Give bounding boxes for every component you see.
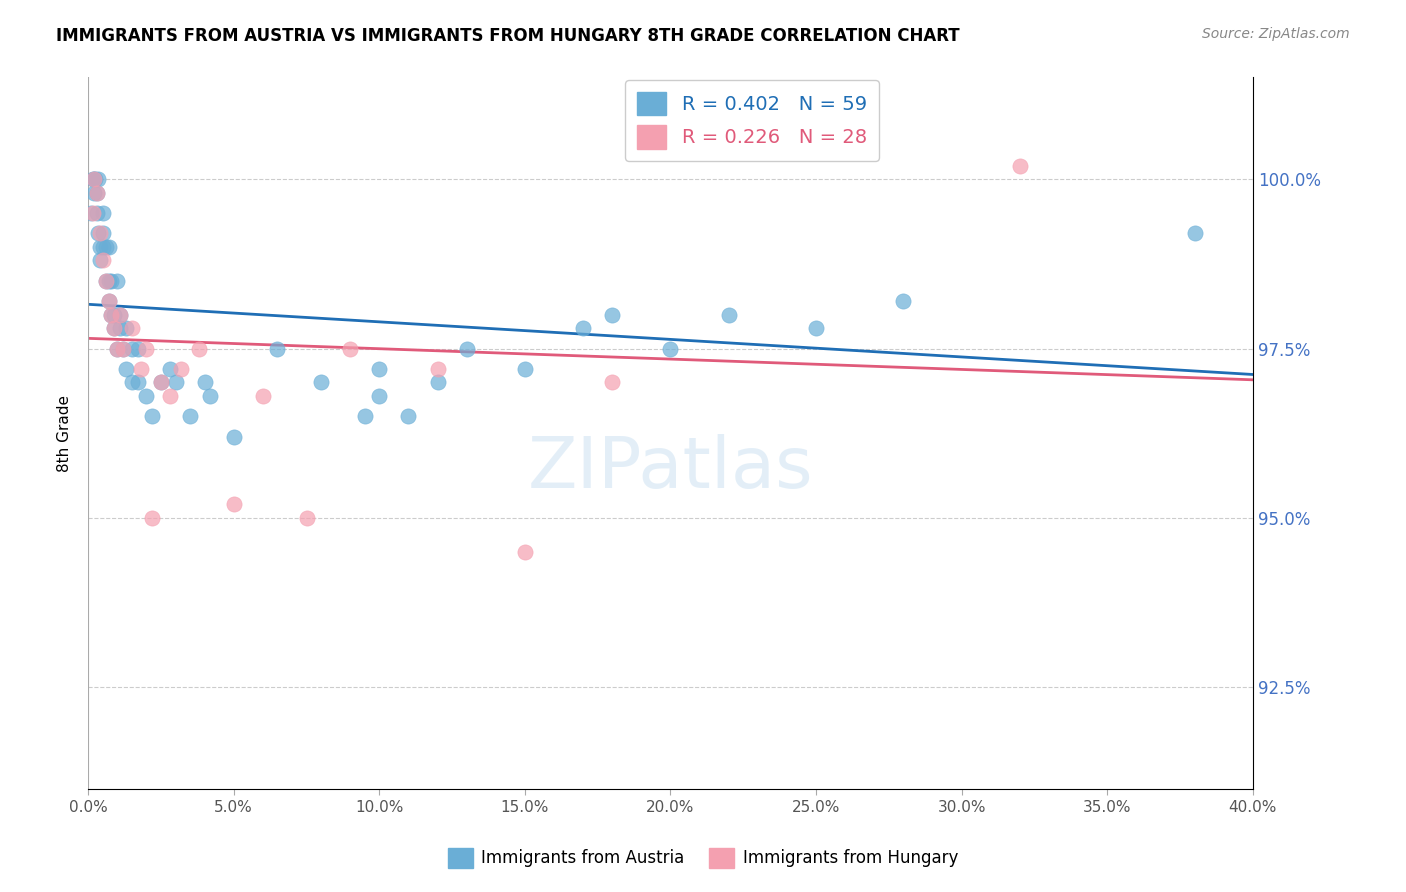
Point: [97, 294, 120, 309]
Point: [266, 342, 288, 356]
Point: [91, 240, 114, 254]
Point: [108, 308, 131, 322]
Point: [513, 545, 536, 559]
Point: [115, 321, 138, 335]
Point: [141, 409, 163, 424]
Point: [83, 186, 105, 200]
Point: [108, 308, 131, 322]
Point: [149, 376, 172, 390]
Point: [339, 342, 361, 356]
Point: [83, 172, 105, 186]
Legend: Immigrants from Austria, Immigrants from Hungary: Immigrants from Austria, Immigrants from…: [441, 841, 965, 875]
Point: [129, 362, 152, 376]
Point: [121, 342, 143, 356]
Point: [103, 308, 125, 322]
Y-axis label: 8th Grade: 8th Grade: [58, 395, 72, 472]
Legend: R = 0.402   N = 59, R = 0.226   N = 28: R = 0.402 N = 59, R = 0.226 N = 28: [626, 80, 879, 161]
Point: [309, 376, 332, 390]
Point: [115, 362, 138, 376]
Point: [97, 274, 120, 288]
Point: [91, 206, 114, 220]
Text: ZIPatlas: ZIPatlas: [527, 434, 813, 503]
Point: [112, 342, 135, 356]
Point: [91, 253, 114, 268]
Point: [600, 376, 623, 390]
Point: [200, 389, 222, 403]
Point: [86, 206, 108, 220]
Text: Source: ZipAtlas.com: Source: ZipAtlas.com: [1202, 27, 1350, 41]
Point: [194, 376, 217, 390]
Point: [89, 227, 111, 241]
Text: IMMIGRANTS FROM AUSTRIA VS IMMIGRANTS FROM HUNGARY 8TH GRADE CORRELATION CHART: IMMIGRANTS FROM AUSTRIA VS IMMIGRANTS FR…: [56, 27, 960, 45]
Point: [659, 342, 682, 356]
Point: [426, 376, 449, 390]
Point: [127, 376, 149, 390]
Point: [1008, 159, 1031, 173]
Point: [86, 186, 108, 200]
Point: [179, 409, 201, 424]
Point: [252, 389, 274, 403]
Point: [94, 274, 117, 288]
Point: [121, 321, 143, 335]
Point: [513, 362, 536, 376]
Point: [121, 376, 143, 390]
Point: [396, 409, 419, 424]
Point: [94, 274, 117, 288]
Point: [89, 240, 111, 254]
Point: [426, 362, 449, 376]
Point: [83, 172, 105, 186]
Point: [80, 206, 103, 220]
Point: [717, 308, 740, 322]
Point: [100, 308, 122, 322]
Point: [368, 389, 391, 403]
Point: [89, 253, 111, 268]
Point: [141, 511, 163, 525]
Point: [222, 498, 245, 512]
Point: [100, 274, 122, 288]
Point: [105, 342, 128, 356]
Point: [572, 321, 595, 335]
Point: [165, 376, 187, 390]
Point: [87, 227, 110, 241]
Point: [127, 342, 149, 356]
Point: [456, 342, 478, 356]
Point: [82, 206, 104, 220]
Point: [82, 172, 104, 186]
Point: [105, 342, 128, 356]
Point: [159, 362, 181, 376]
Point: [187, 342, 209, 356]
Point: [368, 362, 391, 376]
Point: [108, 321, 131, 335]
Point: [91, 227, 114, 241]
Point: [353, 409, 375, 424]
Point: [100, 308, 122, 322]
Point: [105, 274, 128, 288]
Point: [170, 362, 193, 376]
Point: [103, 321, 125, 335]
Point: [112, 342, 135, 356]
Point: [135, 389, 157, 403]
Point: [149, 376, 172, 390]
Point: [87, 172, 110, 186]
Point: [135, 342, 157, 356]
Point: [97, 294, 120, 309]
Point: [222, 430, 245, 444]
Point: [84, 172, 107, 186]
Point: [97, 240, 120, 254]
Point: [1184, 227, 1206, 241]
Point: [600, 308, 623, 322]
Point: [295, 511, 318, 525]
Point: [159, 389, 181, 403]
Point: [94, 240, 117, 254]
Point: [86, 186, 108, 200]
Point: [103, 321, 125, 335]
Point: [804, 321, 827, 335]
Point: [893, 294, 915, 309]
